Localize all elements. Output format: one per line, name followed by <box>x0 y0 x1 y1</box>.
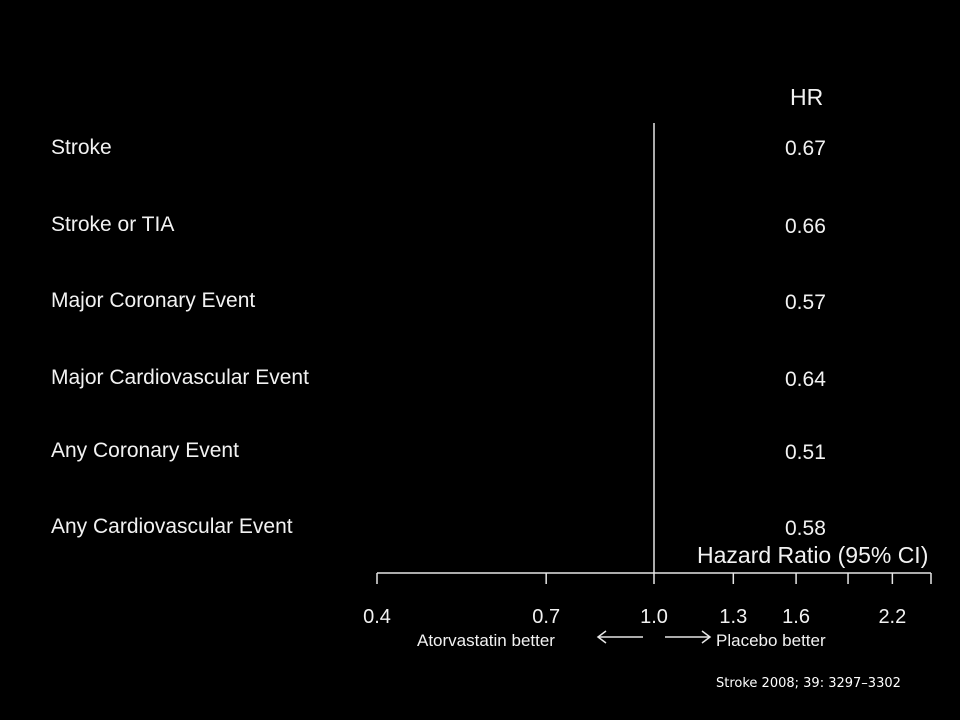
direction-label-left: Atorvastatin better <box>417 631 555 650</box>
x-axis-tick-label: 1.0 <box>640 606 668 628</box>
row-label-stroke-or-tia: Stroke or TIA <box>51 213 175 236</box>
row-label-stroke: Stroke <box>51 136 112 159</box>
left-arrow-icon <box>596 630 643 644</box>
right-arrow-icon <box>665 630 712 644</box>
hr-value-stroke-or-tia: 0.66 <box>785 215 826 238</box>
hr-column-header: HR <box>790 84 824 110</box>
hr-value-any-cardiovascular-event: 0.58 <box>785 517 826 540</box>
x-axis-ticks <box>376 573 932 584</box>
hr-value-major-coronary-event: 0.57 <box>785 291 826 314</box>
row-label-any-cardiovascular-event: Any Cardiovascular Event <box>51 515 293 538</box>
x-axis-tick-label: 0.7 <box>532 606 560 628</box>
x-axis-tick-label: 1.3 <box>719 606 747 628</box>
hr-value-any-coronary-event: 0.51 <box>785 441 826 464</box>
hr-value-major-cardiovascular-event: 0.64 <box>785 368 826 391</box>
x-axis-tick-label: 2.2 <box>878 606 906 628</box>
row-label-major-coronary-event: Major Coronary Event <box>51 289 256 312</box>
citation: Stroke 2008; 39: 3297–3302 <box>716 676 901 691</box>
x-axis-title: Hazard Ratio (95% CI) <box>697 542 929 568</box>
row-label-any-coronary-event: Any Coronary Event <box>51 439 239 462</box>
row-label-major-cardiovascular-event: Major Cardiovascular Event <box>51 366 309 389</box>
x-axis-tick-labels: 0.4 0.7 1.0 1.3 1.6 2.2 <box>363 606 906 628</box>
x-axis-tick-label: 1.6 <box>782 606 810 628</box>
hr-value-stroke: 0.67 <box>785 137 826 160</box>
x-axis-tick-label: 0.4 <box>363 606 391 628</box>
direction-label-right: Placebo better <box>716 631 826 650</box>
